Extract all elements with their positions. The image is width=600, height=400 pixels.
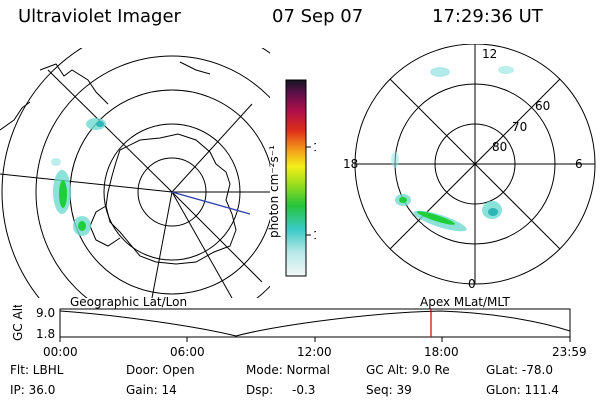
ytick-label-top: 9.0 xyxy=(36,306,55,320)
geographic-caption: Geographic Lat/Lon xyxy=(70,295,188,309)
island-coastline xyxy=(179,61,211,75)
colorbar-unit-label: photon cm⁻²s⁻¹ xyxy=(267,145,281,238)
continent-coastline xyxy=(39,63,109,105)
xtick-label-1200: 12:00 xyxy=(297,345,332,359)
gain-label: Gain: 14 xyxy=(126,383,177,397)
lat-circle xyxy=(35,55,270,298)
meridian-line xyxy=(171,191,263,283)
meridian-line xyxy=(0,173,173,193)
time-label: 17:29:36 UT xyxy=(432,6,543,27)
antarctica-coastline xyxy=(105,133,237,265)
meridian-line xyxy=(171,103,253,193)
colorbar: 100 10 photon cm⁻²s⁻¹ xyxy=(267,79,316,277)
continent-coastline xyxy=(0,101,31,131)
gc-alt-label: GC Alt: 9.0 Re xyxy=(366,363,450,377)
glat-label: GLat: -78.0 xyxy=(486,363,553,377)
mlat-label-60: 60 xyxy=(535,99,550,113)
xtick-label-2359: 23:59 xyxy=(552,345,587,359)
aurora-emission xyxy=(391,66,514,232)
mode-label: Mode: Normal xyxy=(246,363,330,377)
meridian-line xyxy=(47,69,173,193)
glon-label: GLon: 111.4 xyxy=(486,383,559,397)
mlt-label-18: 18 xyxy=(343,157,358,171)
door-label: Door: Open xyxy=(126,363,195,377)
altitude-plot: 9.0 1.8 GC Alt 00:00 06:00 12:00 18:00 2… xyxy=(11,305,587,359)
dsp-value: -0.3 xyxy=(292,383,316,397)
mlt-label-6: 6 xyxy=(575,157,583,171)
lat-circle xyxy=(1,48,270,298)
aurora-emission xyxy=(51,118,106,236)
xtick-label-0600: 06:00 xyxy=(170,345,205,359)
date-label: 07 Sep 07 xyxy=(272,6,364,27)
colorbar-tick-label-100: 100 xyxy=(313,141,316,154)
altitude-plot-frame xyxy=(59,308,571,338)
apex-caption: Apex MLat/MLT xyxy=(420,295,510,309)
ip-label: IP: 36.0 xyxy=(10,383,56,397)
colorbar-tick-label-10: 10 xyxy=(313,229,316,242)
nadir-track-line xyxy=(171,191,251,215)
apex-mlat-mlt-map: 12 18 6 0 60 70 80 xyxy=(343,44,596,291)
xtick-label-0000: 00:00 xyxy=(43,345,78,359)
meridian-line xyxy=(171,191,233,298)
filter-label: Flt: LBHL xyxy=(10,363,64,377)
seq-label: Seq: 39 xyxy=(366,383,412,397)
dsp-label: Dsp: xyxy=(246,383,274,397)
app-title: Ultraviolet Imager xyxy=(18,6,181,27)
geographic-map xyxy=(0,48,270,298)
mlat-label-80: 80 xyxy=(492,140,507,154)
altitude-curve xyxy=(59,310,571,337)
xtick-label-1800: 18:00 xyxy=(424,345,459,359)
ytick-label-bottom: 1.8 xyxy=(36,327,55,341)
meridian-line xyxy=(151,191,173,298)
mlat-label-70: 70 xyxy=(512,120,527,134)
mlt-label-12: 12 xyxy=(482,47,497,61)
mlt-line-diagonal xyxy=(389,78,561,250)
colorbar-gradient xyxy=(285,79,307,277)
altitude-ylabel: GC Alt xyxy=(11,305,25,341)
peninsula-coastline xyxy=(89,205,121,247)
mlt-label-0: 0 xyxy=(468,277,476,291)
